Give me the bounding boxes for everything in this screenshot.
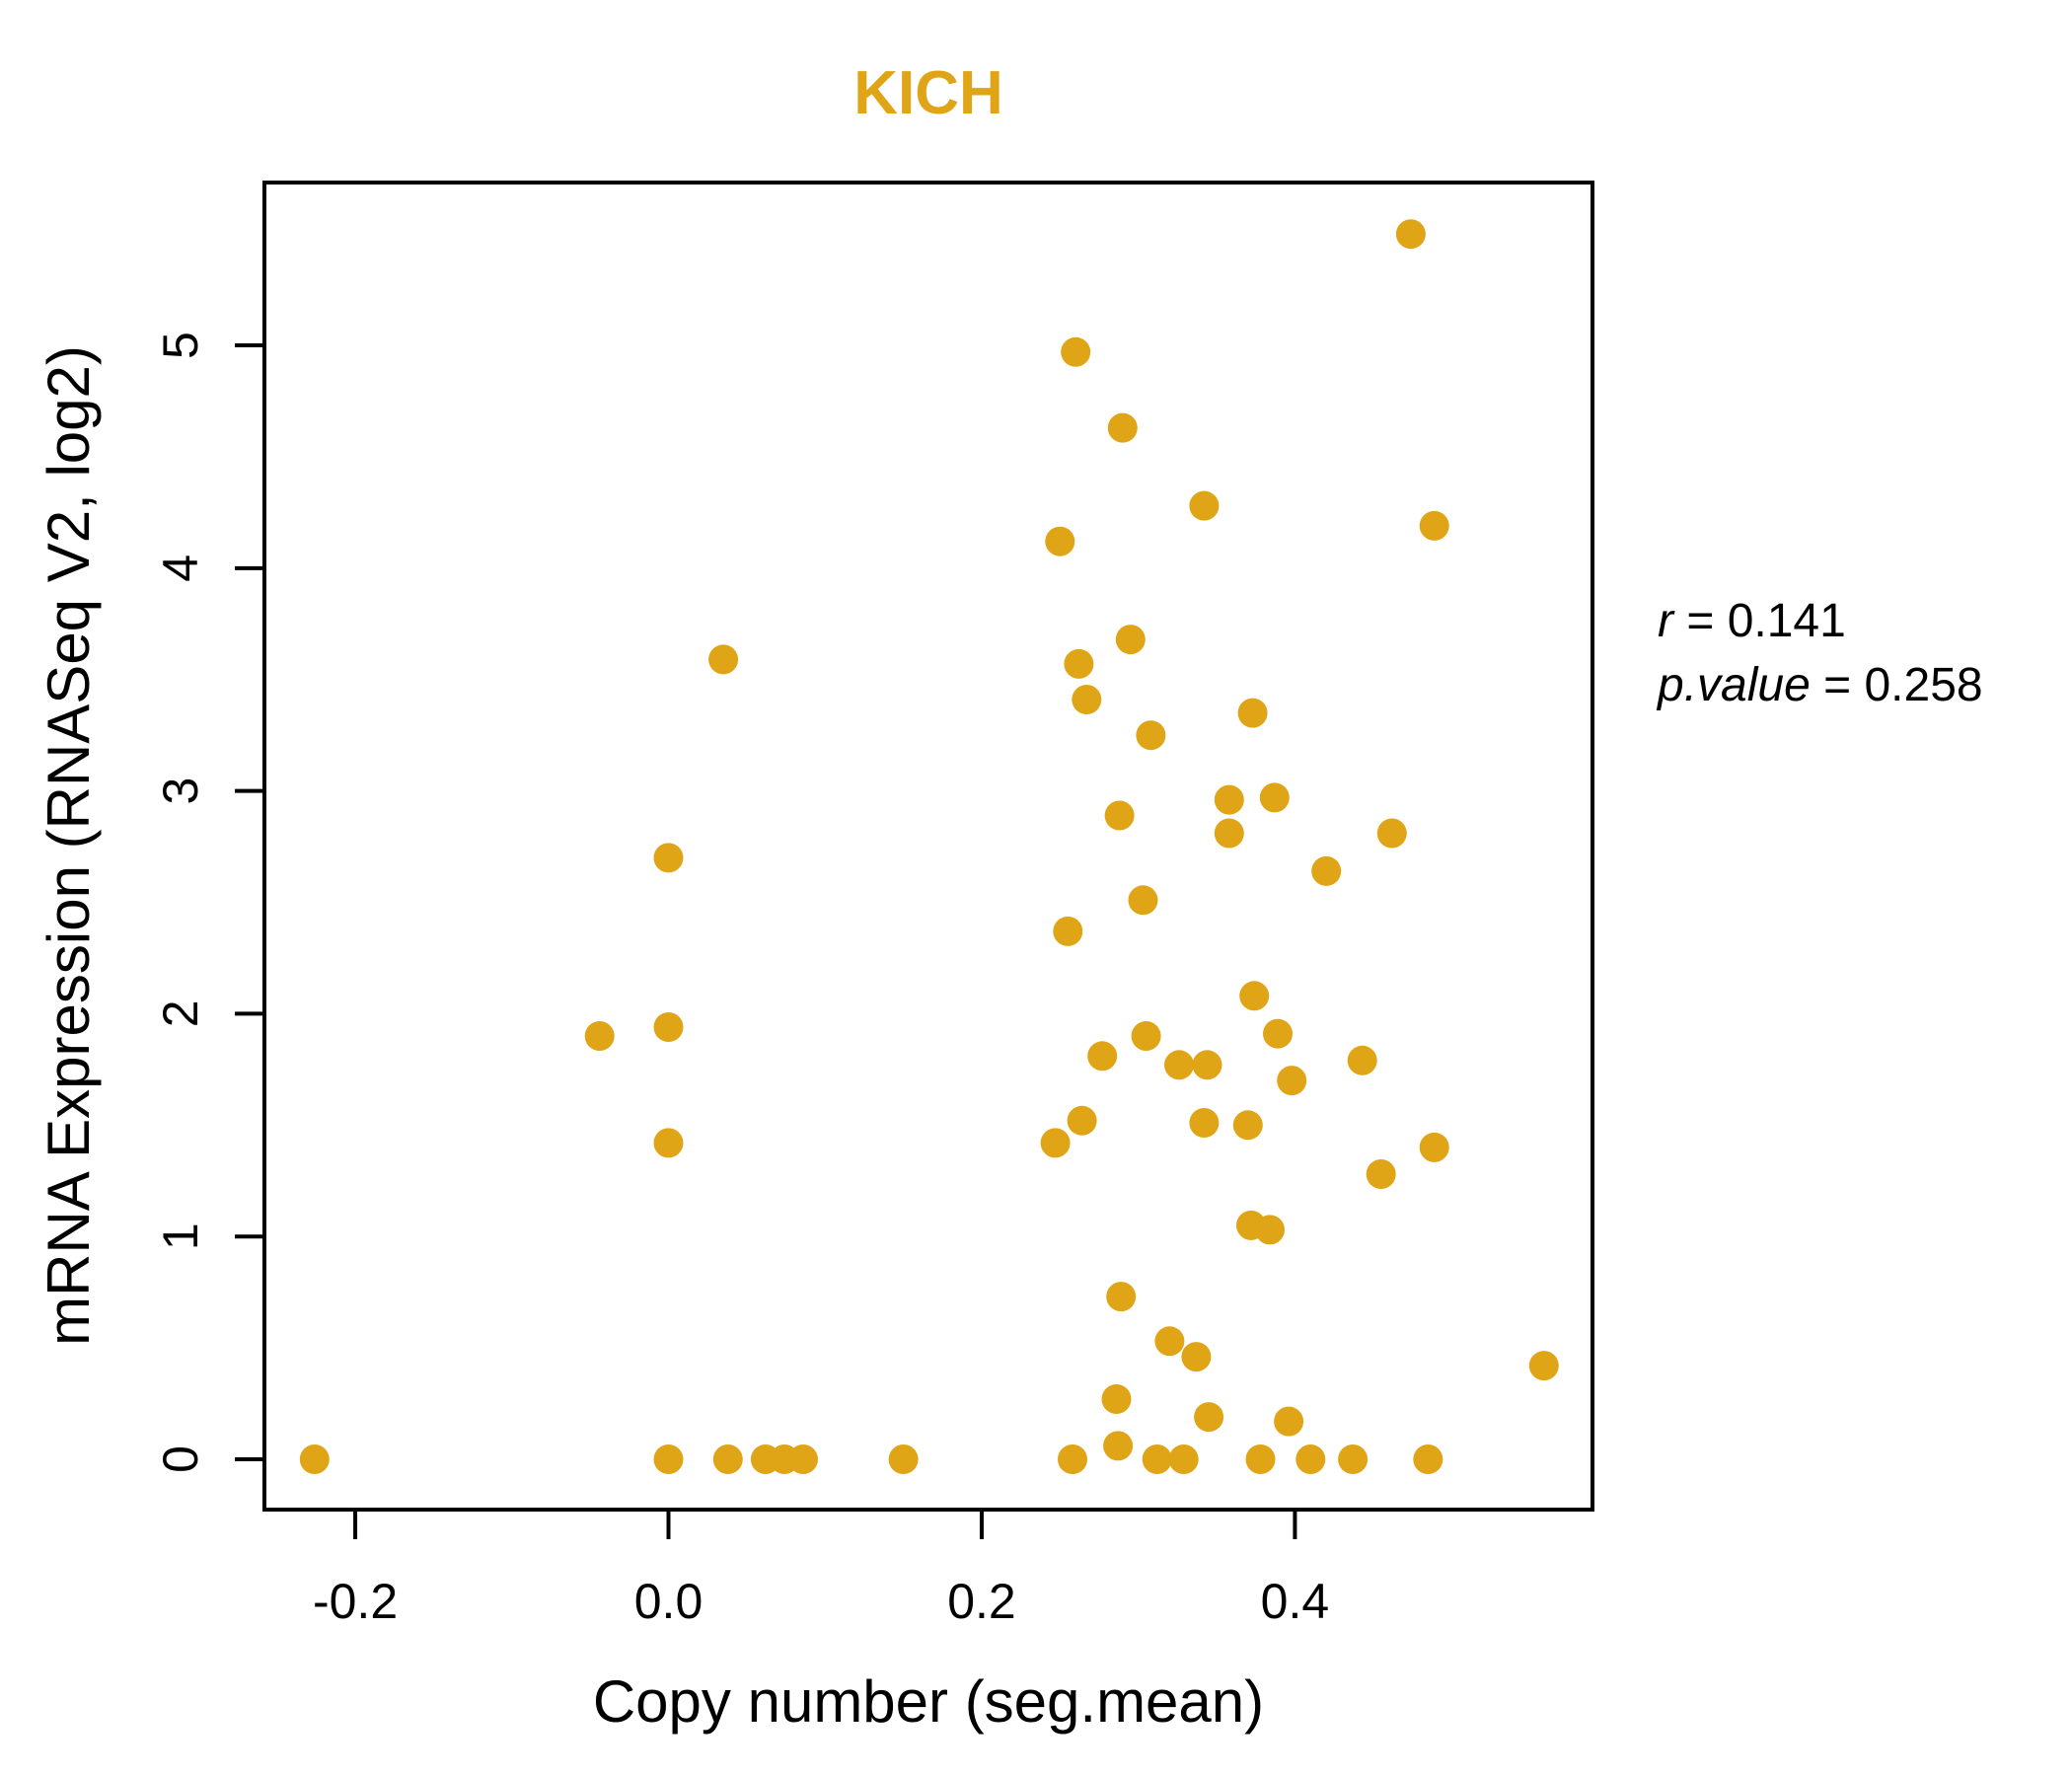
data-point bbox=[1128, 885, 1158, 916]
data-point bbox=[1104, 800, 1135, 831]
data-point bbox=[1366, 1159, 1396, 1189]
data-point bbox=[708, 644, 739, 675]
data-point bbox=[1136, 720, 1166, 751]
data-point bbox=[1338, 1444, 1369, 1474]
data-point bbox=[1103, 1431, 1134, 1461]
correlation-annotation: r = 0.141 p.value = 0.258 bbox=[1656, 595, 1983, 711]
data-point bbox=[1263, 1018, 1293, 1049]
data-point bbox=[1376, 818, 1407, 849]
data-point bbox=[1232, 1110, 1263, 1141]
data-point bbox=[1214, 818, 1244, 849]
data-point bbox=[1053, 916, 1083, 946]
data-point bbox=[1239, 981, 1270, 1011]
data-point bbox=[1142, 1444, 1172, 1474]
chart-title: KICH bbox=[853, 59, 1003, 127]
data-point bbox=[1189, 490, 1220, 521]
x-axis-ticks: -0.2 0.0 0.2 0.4 bbox=[313, 1510, 1329, 1629]
data-point bbox=[1274, 1406, 1304, 1437]
data-point bbox=[1154, 1326, 1185, 1357]
y-tick-label: 2 bbox=[153, 999, 208, 1027]
data-point bbox=[1087, 1041, 1118, 1072]
data-point bbox=[1067, 1105, 1097, 1136]
data-point bbox=[1181, 1342, 1212, 1372]
x-axis-label: Copy number (seg.mean) bbox=[593, 1668, 1264, 1735]
data-point bbox=[653, 843, 684, 873]
x-tick-label: 0.2 bbox=[947, 1574, 1016, 1629]
data-point bbox=[1277, 1066, 1307, 1096]
data-point bbox=[1192, 1050, 1222, 1080]
y-axis-label: mRNA Expression (RNASeq V2, log2) bbox=[36, 345, 102, 1346]
data-point bbox=[1419, 510, 1449, 541]
data-point bbox=[1064, 648, 1094, 679]
annotation-line: p.value = 0.258 bbox=[1656, 659, 1983, 711]
data-point bbox=[1115, 625, 1146, 655]
data-point bbox=[1101, 1384, 1132, 1414]
data-point bbox=[788, 1444, 818, 1474]
data-point bbox=[1164, 1050, 1194, 1080]
data-point bbox=[1168, 1444, 1199, 1474]
data-point bbox=[1040, 1128, 1071, 1158]
x-tick-label: 0.4 bbox=[1261, 1574, 1330, 1629]
data-point bbox=[1395, 219, 1426, 250]
data-point bbox=[653, 1012, 684, 1042]
data-point bbox=[1214, 784, 1244, 815]
data-point bbox=[1259, 782, 1290, 813]
y-tick-label: 0 bbox=[153, 1445, 208, 1473]
data-point bbox=[584, 1021, 615, 1051]
data-point bbox=[1045, 526, 1075, 556]
data-point bbox=[1189, 1108, 1220, 1138]
data-point bbox=[1237, 698, 1268, 728]
data-point bbox=[653, 1444, 684, 1474]
data-point bbox=[1194, 1402, 1224, 1433]
x-tick-label: 0.0 bbox=[634, 1574, 703, 1629]
y-tick-label: 4 bbox=[153, 555, 208, 582]
y-axis-ticks: 0 1 2 3 4 5 bbox=[153, 332, 264, 1473]
data-point bbox=[299, 1444, 330, 1474]
data-point bbox=[1413, 1444, 1443, 1474]
data-point bbox=[1295, 1444, 1326, 1474]
x-tick-label: -0.2 bbox=[313, 1574, 398, 1629]
data-point bbox=[1072, 685, 1102, 714]
y-tick-label: 5 bbox=[153, 332, 208, 359]
data-point bbox=[1107, 412, 1138, 443]
plot-border-box bbox=[262, 181, 1594, 1512]
data-point bbox=[1347, 1045, 1377, 1075]
scatter-points bbox=[299, 219, 1559, 1474]
y-tick-label: 1 bbox=[153, 1222, 208, 1250]
data-point bbox=[1528, 1351, 1559, 1381]
data-point bbox=[653, 1128, 684, 1158]
data-point bbox=[1131, 1021, 1161, 1051]
data-point bbox=[1255, 1215, 1285, 1245]
data-point bbox=[712, 1444, 743, 1474]
data-point bbox=[1058, 1444, 1087, 1474]
data-point bbox=[1245, 1444, 1276, 1474]
data-point bbox=[1419, 1132, 1449, 1162]
data-point bbox=[1311, 855, 1342, 886]
data-point bbox=[1061, 336, 1091, 367]
y-tick-label: 3 bbox=[153, 777, 208, 805]
data-point bbox=[1106, 1282, 1137, 1312]
data-point bbox=[888, 1444, 919, 1474]
annotation-line: r = 0.141 bbox=[1658, 595, 1846, 647]
